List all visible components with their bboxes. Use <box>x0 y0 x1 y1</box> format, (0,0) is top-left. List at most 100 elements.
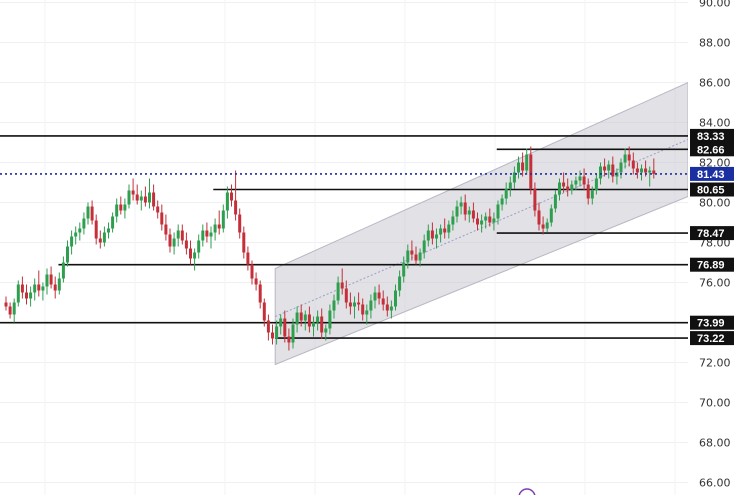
candle <box>254 272 258 291</box>
candle <box>558 178 561 201</box>
candle-body <box>102 232 106 243</box>
candle <box>398 270 402 297</box>
candle <box>82 212 86 235</box>
candle-body <box>283 318 287 337</box>
candle <box>476 212 479 231</box>
candle-body <box>611 164 615 177</box>
candle <box>451 210 455 231</box>
candle-body <box>279 318 283 327</box>
candle <box>66 240 69 267</box>
candle-body <box>217 224 221 229</box>
candle <box>652 158 656 179</box>
candle-body <box>594 178 598 191</box>
candle-body <box>447 224 451 233</box>
candle-body <box>16 284 20 303</box>
candle <box>172 232 176 255</box>
candle <box>508 176 512 197</box>
candle-body <box>574 180 578 185</box>
candle-body <box>4 302 8 307</box>
candle <box>303 310 307 331</box>
candle <box>410 240 414 261</box>
candle-body <box>455 206 459 217</box>
candle-body <box>25 292 28 299</box>
candle <box>582 168 586 191</box>
candle <box>443 218 447 239</box>
candle-body <box>644 168 648 173</box>
candle <box>357 292 361 311</box>
candle <box>607 160 611 179</box>
candle-body <box>353 302 356 307</box>
candle <box>562 172 566 193</box>
candle-body <box>250 264 254 279</box>
candle-body <box>545 222 549 229</box>
candle-body <box>496 204 500 219</box>
candle <box>373 286 377 309</box>
candle-body <box>246 252 250 265</box>
candle-body <box>480 220 484 225</box>
candle <box>205 222 209 243</box>
candle <box>484 212 488 229</box>
candle <box>111 212 115 233</box>
level-83-33-label-bg <box>690 128 734 143</box>
candle-body <box>324 328 328 333</box>
y-tick-label: 68.00 <box>699 437 731 450</box>
horizontal-levels <box>0 135 688 339</box>
candle <box>135 184 139 205</box>
candle-body <box>631 160 635 169</box>
candle-body <box>422 240 426 253</box>
candle <box>209 226 213 249</box>
candle-body <box>303 314 307 321</box>
candle-body <box>488 216 492 223</box>
candle <box>266 314 270 341</box>
candle <box>631 152 635 175</box>
candle <box>193 248 197 271</box>
candle-body <box>619 162 623 173</box>
candle <box>271 324 274 345</box>
candle-body <box>623 154 627 163</box>
candle <box>545 218 549 233</box>
candle-body <box>189 248 192 259</box>
y-tick-label: 82.00 <box>699 157 731 170</box>
candle <box>467 206 471 223</box>
candle <box>98 230 102 249</box>
candle-body <box>389 306 393 311</box>
candle-body <box>221 210 225 229</box>
candle-body <box>316 316 320 323</box>
candle <box>459 196 463 215</box>
candle <box>553 190 557 213</box>
candle-body <box>135 194 139 201</box>
candle <box>160 204 164 231</box>
candle-body <box>29 292 33 299</box>
candle-body <box>336 282 340 301</box>
candle <box>33 278 37 301</box>
candle <box>619 158 623 179</box>
candle <box>594 174 598 195</box>
candle-body <box>357 302 361 305</box>
y-tick-label: 84.00 <box>699 117 731 130</box>
candle <box>332 294 336 319</box>
candle-body <box>258 284 262 303</box>
candle-body <box>566 186 570 191</box>
candle-body <box>348 302 352 307</box>
axis-background <box>688 0 734 495</box>
candle-body <box>90 206 94 221</box>
candle-body <box>230 192 233 201</box>
candle-body <box>78 228 82 233</box>
candle-body <box>521 162 525 171</box>
candle <box>627 146 631 167</box>
candle-body <box>271 332 274 339</box>
candle-body <box>312 322 315 327</box>
candle-body <box>164 224 168 235</box>
current-price-label: 81.43 <box>697 169 725 181</box>
candle <box>115 198 119 223</box>
candle <box>299 304 303 327</box>
candle <box>328 304 332 335</box>
candle <box>242 226 246 259</box>
candle <box>168 228 172 253</box>
candle <box>414 246 418 265</box>
candle-body <box>430 230 434 239</box>
scroll-marker-icon[interactable] <box>518 488 536 495</box>
candle-body <box>266 320 270 333</box>
